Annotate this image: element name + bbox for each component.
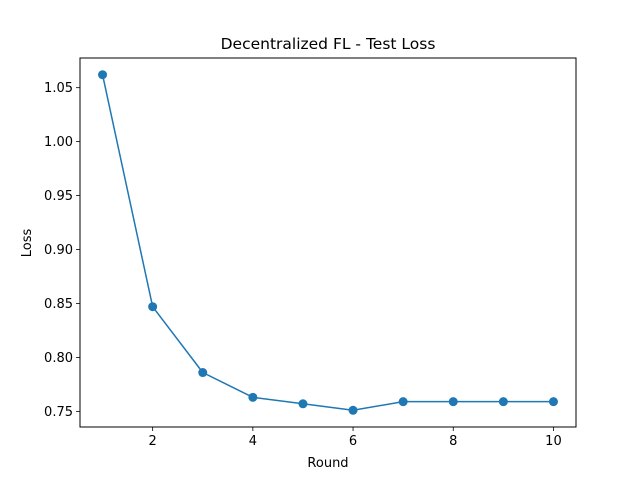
x-tick-label: 4	[249, 434, 257, 449]
chart-title: Decentralized FL - Test Loss	[221, 35, 436, 53]
x-tick-label: 10	[545, 434, 562, 449]
data-point	[298, 399, 308, 409]
data-point	[98, 70, 108, 80]
data-point	[398, 397, 408, 407]
data-point	[498, 397, 508, 407]
y-axis-ticks: 0.75 0.80 0.85 0.90 0.95 1.00 1.05	[44, 81, 80, 420]
x-tick-label: 8	[449, 434, 457, 449]
x-tick-label: 6	[349, 434, 357, 449]
y-tick-label: 0.95	[44, 189, 73, 204]
data-point	[348, 405, 358, 415]
y-tick-label: 1.05	[44, 81, 73, 96]
axes-frame	[79, 57, 577, 428]
y-tick-label: 0.85	[44, 297, 73, 312]
x-axis-label: Round	[307, 456, 348, 471]
data-point	[548, 397, 558, 407]
y-tick-label: 0.80	[44, 351, 73, 366]
y-tick-label: 0.75	[44, 405, 73, 420]
series-line	[101, 74, 554, 412]
x-tick-label: 2	[149, 434, 157, 449]
data-point	[198, 368, 208, 378]
data-point	[148, 302, 158, 312]
y-tick-label: 1.00	[44, 135, 73, 150]
y-axis-label: Loss	[20, 229, 35, 258]
data-point	[248, 392, 258, 402]
y-tick-label: 0.90	[44, 243, 73, 258]
data-point	[448, 397, 458, 407]
x-axis-ticks: 2 4 6 8 10	[149, 427, 562, 449]
plot-area	[98, 70, 558, 415]
